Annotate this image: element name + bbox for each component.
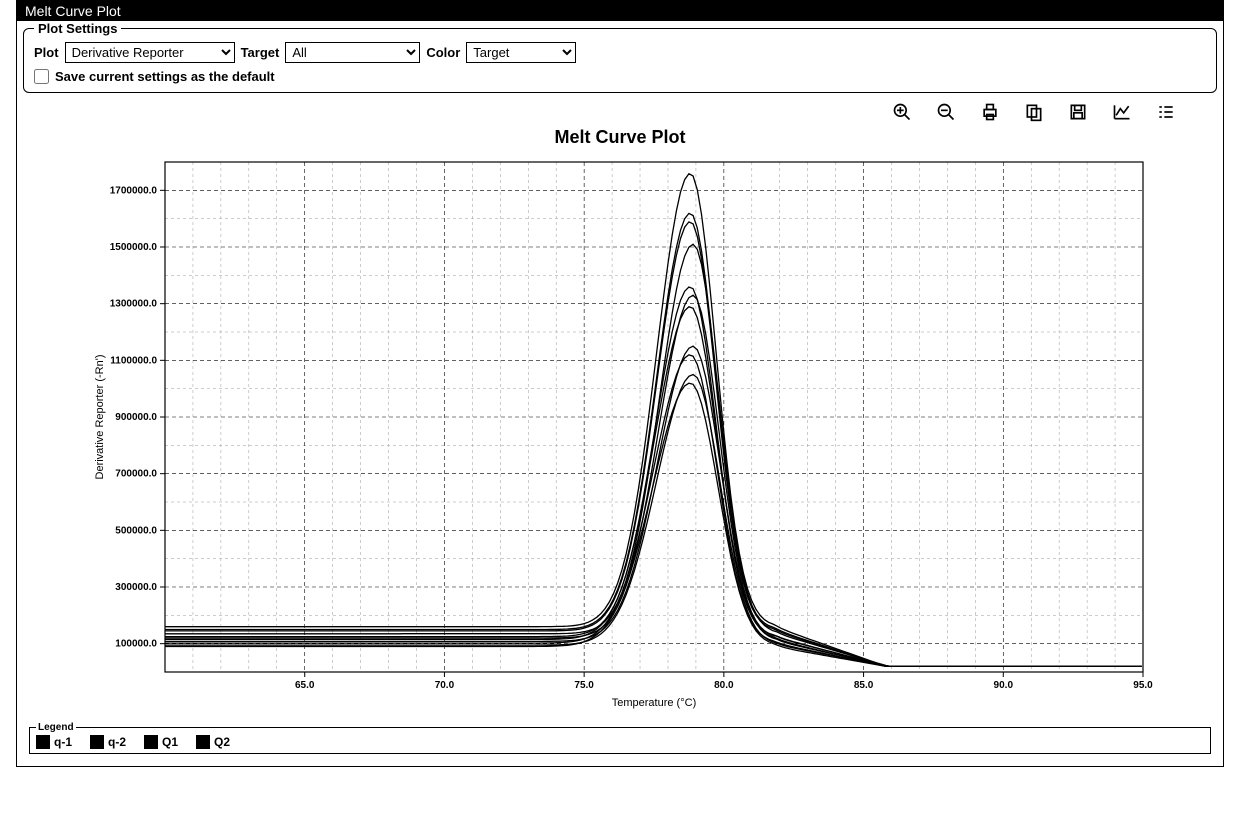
plot-select[interactable]: Derivative Reporter [65, 42, 235, 63]
legend-title: Legend [36, 722, 76, 733]
copy-icon[interactable] [1023, 101, 1045, 123]
target-select[interactable]: All [285, 42, 420, 63]
target-label: Target [241, 45, 280, 60]
svg-text:1100000.0: 1100000.0 [110, 355, 157, 366]
save-icon[interactable] [1067, 101, 1089, 123]
legend-swatch [36, 735, 50, 749]
melt-curve-chart: 65.0 70.0 75.0 80.0 85.0 90.0 95.0 100000.0 3000… [87, 152, 1153, 714]
svg-text:1700000.0: 1700000.0 [110, 185, 158, 196]
legend-swatch [90, 735, 104, 749]
legend-item: Q2 [196, 735, 230, 749]
save-default-label: Save current settings as the default [55, 69, 275, 84]
legend-options-icon[interactable] [1155, 101, 1177, 123]
save-default-row: Save current settings as the default [34, 69, 1206, 84]
svg-text:900000.0: 900000.0 [115, 412, 157, 423]
svg-text:700000.0: 700000.0 [115, 469, 157, 480]
svg-text:85.0: 85.0 [854, 680, 874, 691]
color-label: Color [426, 45, 460, 60]
save-default-checkbox[interactable] [34, 69, 49, 84]
legend-panel: Legend q-1 q-2 Q1 Q2 [29, 722, 1211, 754]
svg-text:Derivative Reporter (-Rn'): Derivative Reporter (-Rn') [94, 355, 106, 480]
legend-item: q-1 [36, 735, 72, 749]
color-select[interactable]: Target [466, 42, 576, 63]
svg-text:1500000.0: 1500000.0 [110, 242, 158, 253]
chart-options-icon[interactable] [1111, 101, 1133, 123]
legend-items: q-1 q-2 Q1 Q2 [36, 735, 1204, 749]
legend-label: Q1 [162, 735, 178, 749]
svg-text:Temperature (°C): Temperature (°C) [612, 697, 696, 709]
legend-label: Q2 [214, 735, 230, 749]
zoom-in-icon[interactable] [891, 101, 913, 123]
legend-label: q-2 [108, 735, 126, 749]
chart-region: Melt Curve Plot 65.0 70.0 75.0 80.0 85.0 90.0… [23, 127, 1217, 718]
svg-text:75.0: 75.0 [574, 680, 594, 691]
window-title: Melt Curve Plot [25, 3, 121, 19]
legend-swatch [144, 735, 158, 749]
content-area: Plot Settings Plot Derivative Reporter T… [17, 21, 1223, 766]
legend-label: q-1 [54, 735, 72, 749]
svg-text:70.0: 70.0 [435, 680, 455, 691]
plot-label: Plot [34, 45, 59, 60]
plot-settings-legend: Plot Settings [34, 21, 121, 36]
window-titlebar: Melt Curve Plot [17, 1, 1223, 21]
svg-text:500000.0: 500000.0 [115, 525, 157, 536]
legend-swatch [196, 735, 210, 749]
svg-text:95.0: 95.0 [1133, 680, 1153, 691]
app-window: Melt Curve Plot Plot Settings Plot Deriv… [16, 0, 1224, 767]
svg-text:300000.0: 300000.0 [115, 582, 157, 593]
chart-canvas-wrap: 65.0 70.0 75.0 80.0 85.0 90.0 95.0 100000.0 3000… [31, 152, 1209, 714]
plot-settings-panel: Plot Settings Plot Derivative Reporter T… [23, 21, 1217, 93]
svg-text:100000.0: 100000.0 [115, 639, 157, 650]
svg-text:90.0: 90.0 [994, 680, 1014, 691]
legend-item: q-2 [90, 735, 126, 749]
chart-title: Melt Curve Plot [31, 127, 1209, 148]
print-icon[interactable] [979, 101, 1001, 123]
settings-row: Plot Derivative Reporter Target All Colo… [34, 42, 1206, 63]
svg-text:80.0: 80.0 [714, 680, 734, 691]
chart-toolbar [23, 93, 1217, 125]
svg-text:65.0: 65.0 [295, 680, 315, 691]
legend-item: Q1 [144, 735, 178, 749]
zoom-out-icon[interactable] [935, 101, 957, 123]
svg-text:1300000.0: 1300000.0 [110, 299, 158, 310]
